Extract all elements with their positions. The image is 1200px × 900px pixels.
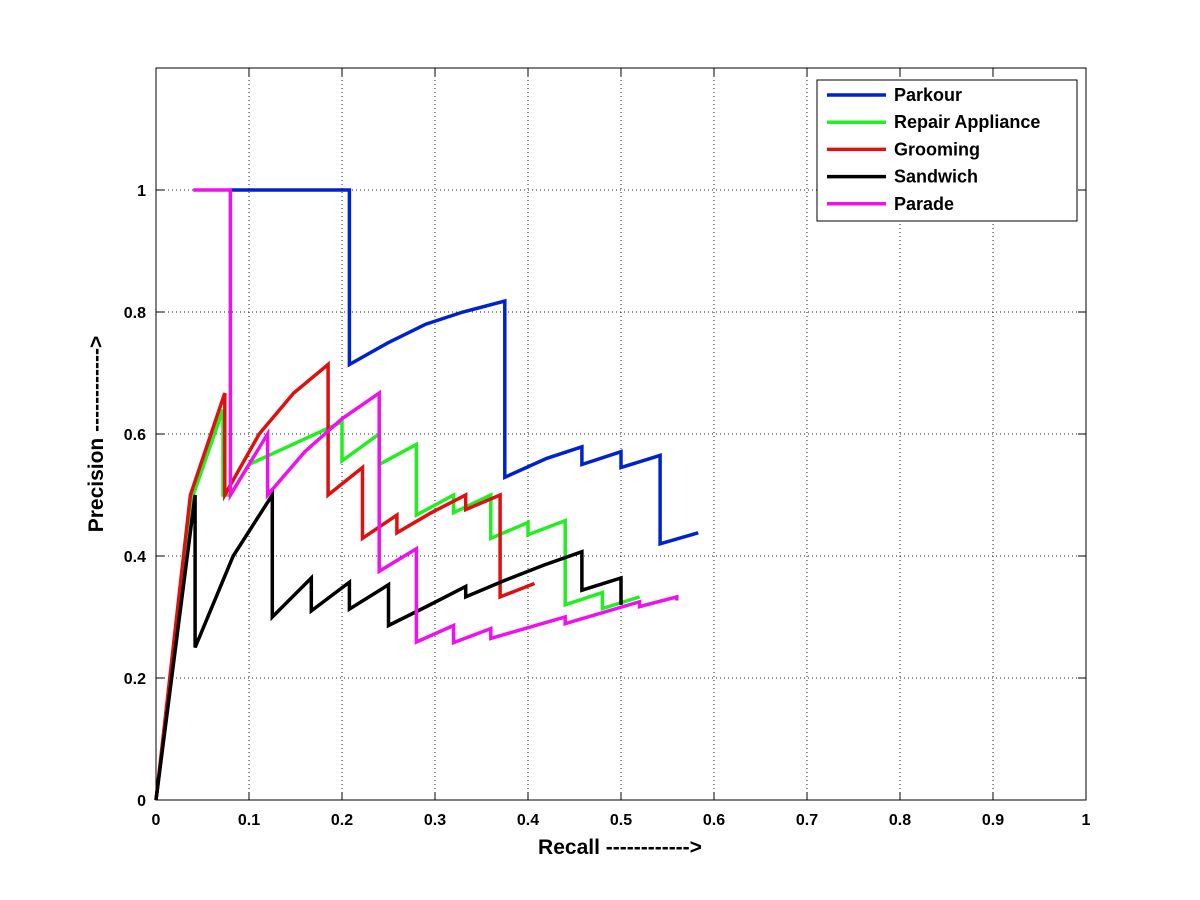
legend-label-grooming: Grooming [894, 139, 980, 159]
x-tick-label: 0 [152, 812, 161, 829]
axis-ticks [155, 68, 1087, 801]
series-layer [154, 188, 699, 801]
series-line-repair-appliance [154, 409, 641, 801]
y-tick-label: 0.6 [124, 427, 146, 444]
x-axis-label: Recall ------------> [538, 836, 702, 859]
x-tick-label: 0.5 [610, 812, 632, 829]
legend-label-sandwich: Sandwich [894, 167, 978, 187]
x-tick-label: 0.9 [982, 812, 1004, 829]
series-line-grooming [154, 360, 536, 801]
series-line-sandwich [154, 489, 623, 801]
legend-label-parkour: Parkour [894, 85, 962, 105]
y-tick-label: 1 [137, 183, 146, 200]
series-line-parkour [230, 188, 699, 547]
legend: Parkour Repair Appliance Grooming Sandwich P… [816, 79, 1078, 222]
y-tick-label: 0.8 [124, 305, 146, 322]
y-tick-label: 0.4 [124, 549, 146, 566]
y-tick-label: 0 [137, 793, 146, 810]
x-tick-label: 1 [1082, 812, 1091, 829]
y-axis-label: Precision ------------> [85, 336, 108, 533]
x-tick-label: 0.2 [331, 812, 353, 829]
grid-lines [156, 68, 1086, 800]
tick-labels: 0 0.1 0.2 0.3 0.4 0.5 0.6 0.7 0.8 0.9 1 0 0.2 0.4 0.6 0… [124, 183, 1091, 829]
legend-label-repair-appliance: Repair Appliance [894, 112, 1040, 132]
x-tick-label: 0.8 [889, 812, 911, 829]
x-tick-label: 0.6 [703, 812, 725, 829]
x-tick-label: 0.3 [424, 812, 446, 829]
y-tick-label: 0.2 [124, 671, 146, 688]
x-tick-label: 0.4 [517, 812, 539, 829]
series-line-parade [193, 188, 679, 646]
x-tick-label: 0.1 [238, 812, 260, 829]
legend-label-parade: Parade [894, 194, 954, 214]
x-tick-label: 0.7 [796, 812, 818, 829]
